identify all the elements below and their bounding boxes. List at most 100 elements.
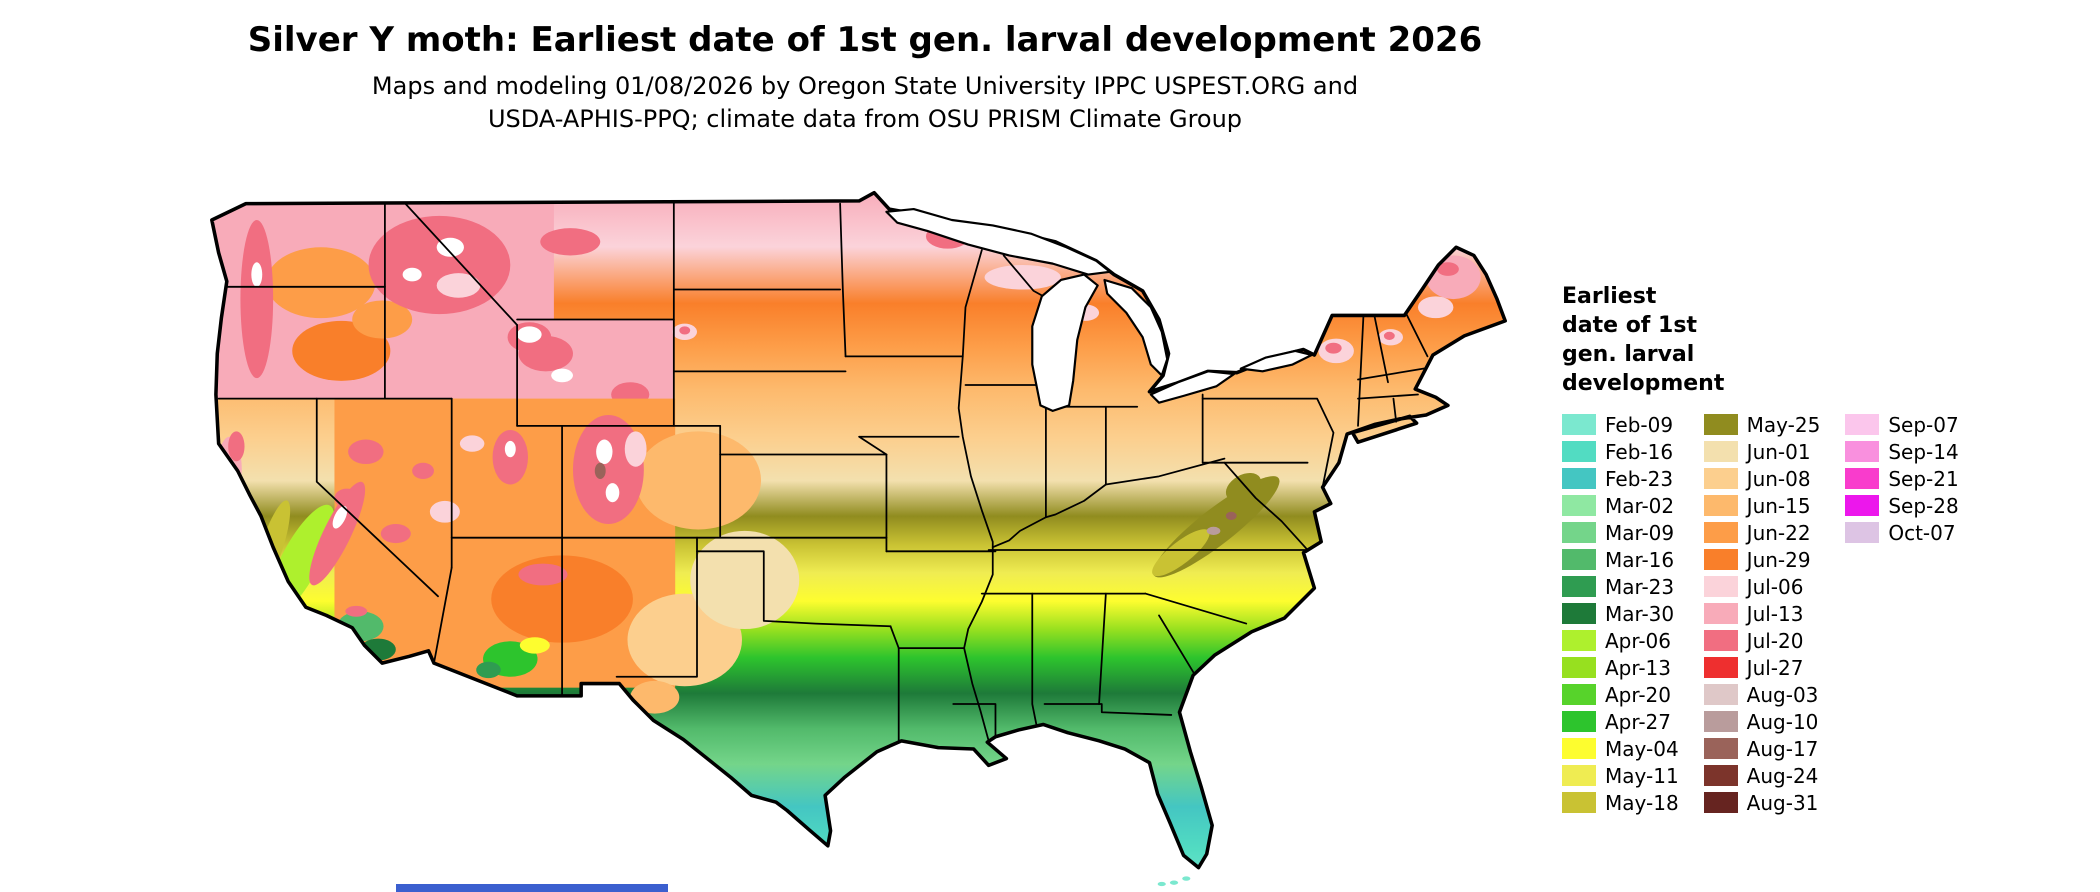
legend-label: Apr-27 (1605, 709, 1671, 734)
us-map-svg (210, 190, 1507, 887)
legend-column: Feb-09 Feb-16 Feb-23 Mar-02 Mar-09 Mar-16 Mar-… (1562, 411, 1679, 816)
legend-label: Jun-01 (1746, 439, 1811, 464)
legend-label: May-04 (1605, 736, 1679, 761)
legend-row: Sep-28 (1845, 492, 1959, 519)
legend-label: Jun-15 (1746, 493, 1811, 518)
legend-row: Aug-10 (1703, 708, 1821, 735)
terrain-color-patches (211, 192, 1481, 714)
legend-label: Jul-06 (1746, 574, 1804, 599)
legend-swatch (1562, 549, 1596, 570)
legend-label: Apr-13 (1605, 655, 1671, 680)
legend-column: May-25 Jun-01 Jun-08 Jun-15 Jun-22 Jun-29 Jul-… (1703, 411, 1821, 816)
legend-row: May-04 (1562, 735, 1679, 762)
legend-swatch (1703, 549, 1738, 570)
legend-swatch (1845, 468, 1880, 489)
legend-swatch (1562, 576, 1596, 597)
legend-row: Aug-24 (1703, 762, 1821, 789)
legend-row: Feb-16 (1562, 438, 1679, 465)
legend-label: Jun-22 (1746, 520, 1811, 545)
legend-row: Apr-13 (1562, 654, 1679, 681)
legend-row: Aug-17 (1703, 735, 1821, 762)
legend-label: Oct-07 (1888, 520, 1956, 545)
legend-row: Apr-27 (1562, 708, 1679, 735)
legend-swatch (1562, 441, 1596, 462)
lake-ontario (1239, 349, 1313, 373)
legend-swatch (1562, 630, 1596, 651)
legend-swatch (1703, 603, 1738, 624)
legend-row: May-25 (1703, 411, 1821, 438)
legend-row: Sep-21 (1845, 465, 1959, 492)
legend-label: Mar-23 (1605, 574, 1675, 599)
lake-michigan (1031, 273, 1099, 412)
legend-row: Mar-30 (1562, 600, 1679, 627)
legend-swatch (1703, 495, 1738, 516)
legend-label: May-18 (1605, 790, 1679, 815)
legend-row: Mar-16 (1562, 546, 1679, 573)
legend-row: Jun-08 (1703, 465, 1821, 492)
legend-row: Apr-06 (1562, 627, 1679, 654)
legend-label: Aug-24 (1746, 763, 1819, 788)
lake-erie (1149, 370, 1236, 404)
legend-row: Mar-02 (1562, 492, 1679, 519)
legend-swatch (1562, 792, 1596, 813)
legend-row: Jul-20 (1703, 627, 1821, 654)
legend-swatch (1562, 603, 1596, 624)
legend-swatch (1703, 738, 1738, 759)
map-title: Silver Y moth: Earliest date of 1st gen.… (247, 20, 1483, 60)
legend-label: Apr-06 (1605, 628, 1671, 653)
us-map (205, 190, 1527, 892)
legend-swatch (1703, 414, 1738, 435)
legend-swatch (1703, 765, 1738, 786)
legend-label: Mar-16 (1605, 547, 1675, 572)
legend-label: Sep-07 (1888, 412, 1959, 437)
legend-swatch (1562, 414, 1596, 435)
legend-label: May-25 (1746, 412, 1821, 437)
legend-swatch (1845, 495, 1880, 516)
legend-row: Jul-27 (1703, 654, 1821, 681)
legend-label: Mar-09 (1605, 520, 1675, 545)
state-borders (217, 202, 1433, 742)
legend-label: Feb-09 (1605, 412, 1674, 437)
legend-row: Jul-06 (1703, 573, 1821, 600)
legend: Earliest date of 1st gen. larval develop… (1562, 282, 1959, 816)
legend-swatch (1703, 711, 1738, 732)
map-fill-layer (211, 192, 1506, 868)
legend-row: Mar-23 (1562, 573, 1679, 600)
legend-swatch (1562, 468, 1596, 489)
legend-label: Aug-17 (1746, 736, 1819, 761)
legend-label: Jul-20 (1746, 628, 1804, 653)
legend-label: May-11 (1605, 763, 1679, 788)
bottom-blue-bar (396, 884, 668, 892)
header: Silver Y moth: Earliest date of 1st gen.… (0, 0, 1730, 136)
legend-label: Jul-27 (1746, 655, 1804, 680)
legend-swatch (1703, 576, 1738, 597)
legend-title: Earliest date of 1st gen. larval develop… (1562, 284, 1725, 396)
legend-row: May-11 (1562, 762, 1679, 789)
legend-label: Apr-20 (1605, 682, 1671, 707)
lake-superior (885, 207, 1112, 276)
legend-row: Feb-23 (1562, 465, 1679, 492)
legend-row: Jun-01 (1703, 438, 1821, 465)
legend-label: Sep-14 (1888, 439, 1959, 464)
legend-row: Sep-07 (1845, 411, 1959, 438)
legend-label: Jun-29 (1746, 547, 1811, 572)
legend-row: Apr-20 (1562, 681, 1679, 708)
legend-swatch (1562, 711, 1596, 732)
legend-swatch (1562, 495, 1596, 516)
legend-row: Jun-22 (1703, 519, 1821, 546)
legend-row: Jul-13 (1703, 600, 1821, 627)
legend-row: Mar-09 (1562, 519, 1679, 546)
legend-swatch (1562, 684, 1596, 705)
florida-keys (1157, 876, 1191, 887)
legend-swatch (1845, 414, 1880, 435)
legend-swatch (1845, 441, 1880, 462)
legend-swatch (1703, 441, 1738, 462)
lake-huron (1103, 278, 1169, 377)
legend-swatch (1703, 630, 1738, 651)
legend-row: Aug-03 (1703, 681, 1821, 708)
map-subtitle-line1: Maps and modeling 01/08/2026 by Oregon S… (371, 72, 1359, 100)
legend-row: Sep-14 (1845, 438, 1959, 465)
legend-label: Mar-02 (1605, 493, 1675, 518)
legend-label: Jul-13 (1746, 601, 1804, 626)
